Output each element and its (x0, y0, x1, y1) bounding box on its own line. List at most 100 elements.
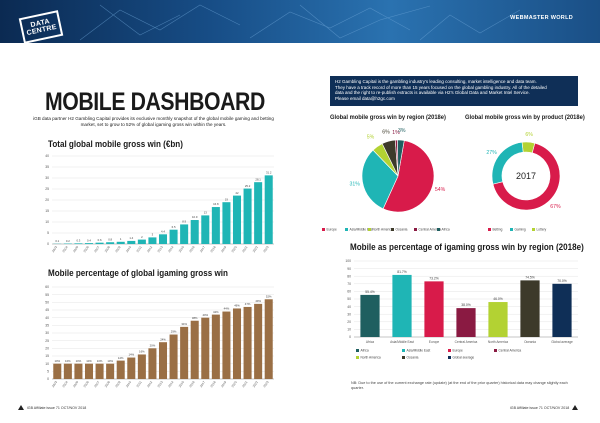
bar-value-label: 2 (141, 235, 143, 239)
chart-total-mobile-win: 0 5 10 15 20 25 30 35 40 0.1 2003 0.2 2004 0.3 2005 0.4… (45, 154, 274, 253)
y-tick-label: 20 (45, 347, 49, 351)
bar (243, 188, 252, 244)
bar-value-label: 10% (54, 359, 60, 363)
bar (127, 240, 136, 244)
bar (243, 306, 252, 379)
slice-value-label: 6% (382, 130, 390, 136)
x-tick-label: 2003 (51, 245, 58, 253)
legend-label: Central America (419, 228, 442, 232)
x-tick-label: Europe (429, 340, 440, 344)
y-tick-label: 80 (347, 274, 351, 278)
bar-value-label: 24% (160, 337, 166, 341)
x-tick-label: Central America (455, 340, 478, 344)
bar-value-label: 29% (171, 330, 177, 334)
bar (169, 229, 178, 244)
x-tick-label: Africa (366, 340, 374, 344)
x-tick-label: 2016 (188, 380, 195, 388)
slice-value-label: 54% (435, 187, 446, 193)
bar-value-label: 0.4 (87, 238, 91, 242)
bar (201, 215, 210, 244)
footnote: NB: Due to the use of the current exchan… (351, 381, 568, 390)
bar-value-label: 10.9 (192, 215, 198, 219)
x-tick-label: 2012 (146, 245, 153, 253)
footer-right: iGB Affiliate issue 71 OCT/NOV 2018 (510, 405, 579, 410)
donut-center-label: 2017 (516, 171, 536, 181)
x-tick-label: 2004 (61, 380, 68, 388)
chart-title-region-pie: Global mobile gross win by region (2018e… (330, 114, 446, 121)
y-tick-label: 30 (347, 312, 351, 316)
info-line-4: Please email data@h2gc.com (335, 95, 395, 101)
bar (190, 220, 199, 244)
bar-value-label: 1.4 (129, 236, 133, 240)
bar (53, 363, 62, 379)
page-title: MOBILE DASHBOARD (45, 88, 265, 116)
bar (127, 357, 136, 379)
y-tick-label: 40 (45, 316, 49, 320)
bar (180, 224, 189, 244)
bar (116, 360, 125, 379)
legend-label: North America (361, 356, 381, 360)
x-tick-label: 2013 (157, 245, 164, 253)
x-tick-label: 2004 (61, 245, 68, 253)
y-tick-label: 35 (45, 165, 49, 169)
x-tick-label: 2007 (93, 380, 100, 388)
legend-swatch (414, 228, 417, 231)
bar (232, 308, 242, 379)
x-tick-label: 2020 (231, 380, 238, 388)
bar-value-label: 46.0% (493, 297, 503, 301)
legend-swatch (488, 228, 491, 231)
bar (95, 363, 104, 379)
bar (264, 299, 273, 379)
x-tick-label: Asia/Middle East (390, 340, 414, 344)
bar (222, 311, 231, 379)
bar (456, 308, 476, 337)
x-tick-label: 2018 (209, 380, 216, 388)
y-tick-label: 5 (47, 370, 49, 374)
bar (424, 281, 444, 337)
bar (137, 239, 146, 244)
bar-value-label: 16% (139, 350, 145, 354)
bar-value-label: 19 (225, 197, 229, 201)
circuit-pattern (79, 4, 521, 41)
x-tick-label: 2011 (136, 380, 143, 388)
bar (106, 242, 115, 244)
chart-win-by-region: 54% 31% 5% 6% 1%3% Europe Asia/Middle East Nort… (322, 128, 450, 232)
bar-value-label: 10% (97, 359, 103, 363)
bar (116, 241, 125, 244)
x-tick-label: 2006 (83, 380, 90, 388)
legend-label: Betting (493, 228, 503, 232)
bar (211, 314, 220, 379)
y-tick-label: 10 (347, 328, 351, 332)
y-tick-label: 40 (45, 154, 49, 158)
bar-value-label: 0.1 (55, 239, 59, 243)
y-tick-label: 45 (45, 308, 49, 312)
y-tick-label: 50 (45, 301, 49, 305)
y-tick-label: 25 (45, 339, 49, 343)
bar-value-label: 0.2 (66, 239, 70, 243)
intro-text: iGB data partner H2 Gambling Capital pro… (33, 116, 274, 127)
bar (180, 326, 189, 379)
y-tick-label: 70 (347, 282, 351, 286)
footer-left: iGB Affiliate issue 71 OCT/NOV 2018 (18, 405, 86, 410)
bar-value-label: 6.5 (172, 225, 176, 229)
legend-swatch (532, 228, 535, 231)
bar-value-label: 38.0% (461, 303, 471, 307)
bar-value-label: 52% (266, 294, 272, 298)
legend-label: Asia/Middle East (407, 349, 431, 353)
info-line-1: H2 Gambling Capital is the gambling indu… (335, 79, 537, 84)
y-tick-label: 10 (45, 362, 49, 366)
bar-value-label: 0.3 (76, 239, 80, 243)
legend-swatch (391, 228, 394, 231)
bar (169, 334, 178, 379)
x-tick-label: 2009 (114, 380, 121, 388)
legend-swatch (402, 356, 405, 359)
bar (148, 237, 157, 244)
legend-swatch (437, 228, 440, 231)
y-tick-label: 15 (45, 354, 49, 358)
x-tick-label: 2019 (220, 245, 227, 253)
legend-swatch (402, 349, 405, 352)
y-tick-label: 15 (45, 209, 49, 213)
bar (158, 342, 168, 379)
x-tick-label: 2015 (178, 380, 185, 388)
y-tick-label: 40 (347, 305, 351, 309)
